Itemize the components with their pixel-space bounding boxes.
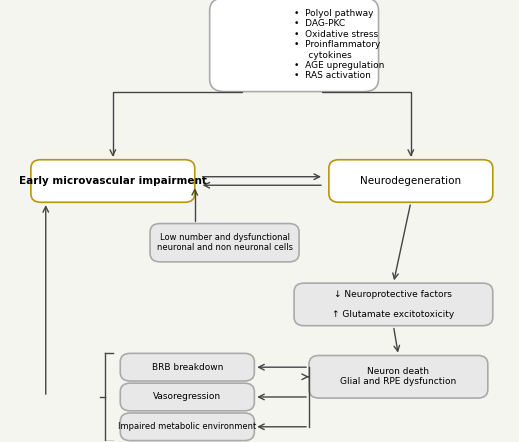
FancyBboxPatch shape [120, 413, 254, 441]
Text: •  Polyol pathway
•  DAG-PKC
•  Oxidative stress
•  Proinflammatory
     cytokin: • Polyol pathway • DAG-PKC • Oxidative s… [294, 9, 385, 80]
Text: Neurodegeneration: Neurodegeneration [360, 176, 461, 186]
FancyBboxPatch shape [210, 0, 378, 91]
FancyBboxPatch shape [120, 383, 254, 411]
Text: Neuron death
Glial and RPE dysfunction: Neuron death Glial and RPE dysfunction [340, 367, 457, 386]
Text: Early microvascular impairment: Early microvascular impairment [19, 176, 207, 186]
Text: Low number and dysfunctional
neuronal and non neuronal cells: Low number and dysfunctional neuronal an… [157, 233, 293, 252]
FancyBboxPatch shape [309, 355, 488, 398]
Text: ↓ Neuroprotective factors

↑ Glutamate excitotoxicity: ↓ Neuroprotective factors ↑ Glutamate ex… [332, 290, 455, 319]
FancyBboxPatch shape [31, 160, 195, 202]
FancyBboxPatch shape [294, 283, 493, 326]
Text: Vasoregression: Vasoregression [153, 392, 222, 401]
Text: Impaired metabolic environment: Impaired metabolic environment [118, 422, 256, 431]
FancyBboxPatch shape [150, 224, 299, 262]
FancyBboxPatch shape [120, 353, 254, 381]
FancyBboxPatch shape [329, 160, 493, 202]
Text: BRB breakdown: BRB breakdown [152, 363, 223, 372]
